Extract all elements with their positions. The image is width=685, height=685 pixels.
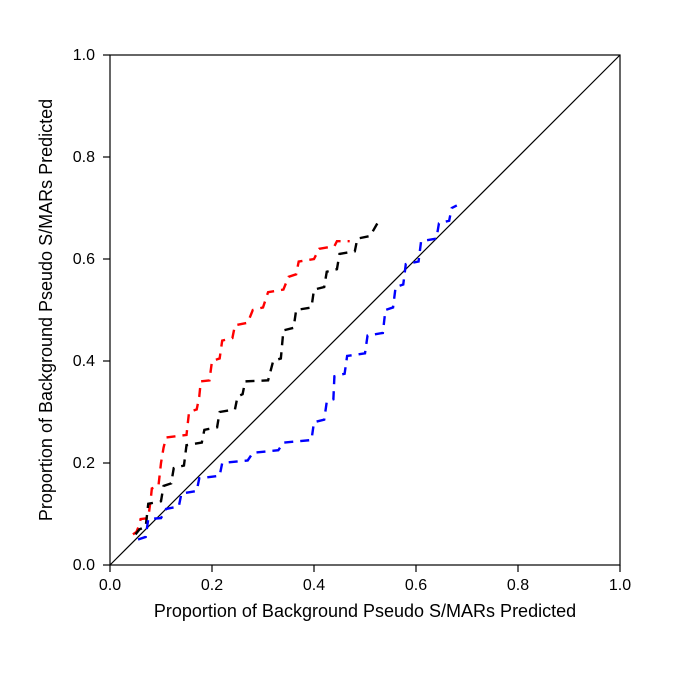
x-tick-label: 0.6: [405, 577, 427, 594]
y-tick-label: 0.0: [73, 557, 95, 574]
x-tick-label: 0.0: [99, 577, 121, 594]
y-tick-label: 1.0: [73, 47, 95, 64]
y-axis-label: Proportion of Background Pseudo S/MARs P…: [36, 99, 56, 521]
x-tick-label: 0.8: [507, 577, 529, 594]
x-axis-label: Proportion of Background Pseudo S/MARs P…: [154, 601, 576, 621]
y-tick-label: 0.2: [73, 455, 95, 472]
y-tick-label: 0.6: [73, 251, 95, 268]
x-tick-label: 0.2: [201, 577, 223, 594]
chart-container: 0.00.0 0.2 0.2 0.4 0.4 0.6 0.6 0.8 0.8 1.0 1.0 Prop…: [0, 0, 685, 685]
x-tick-label: 0.4: [303, 577, 325, 594]
y-tick-label: 0.4: [73, 353, 95, 370]
y-tick-label: 0.8: [73, 149, 95, 166]
chart-svg: 0.00.0 0.2 0.2 0.4 0.4 0.6 0.6 0.8 0.8 1.0 1.0 Prop…: [0, 0, 685, 685]
x-tick-label: 1.0: [609, 577, 631, 594]
